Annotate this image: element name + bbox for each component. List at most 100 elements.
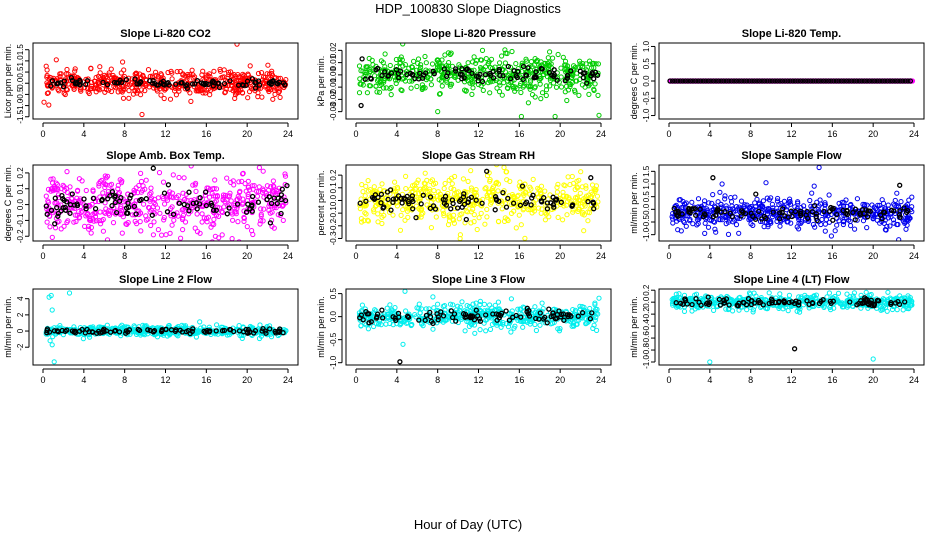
raw-point: [358, 323, 364, 329]
mean-point: [780, 206, 786, 212]
mean-point: [496, 66, 503, 73]
mean-point: [815, 78, 822, 84]
raw-point: [240, 196, 246, 202]
raw-point: [108, 75, 115, 81]
raw-point: [148, 222, 154, 229]
raw-point: [471, 219, 477, 225]
raw-point: [434, 57, 440, 63]
raw-point: [509, 48, 515, 55]
raw-point: [157, 210, 163, 216]
raw-point: [176, 85, 182, 91]
mean-point: [507, 76, 514, 82]
raw-point: [87, 86, 94, 92]
raw-point: [447, 301, 454, 307]
raw-point: [102, 184, 108, 191]
raw-point: [236, 239, 242, 241]
mean-point: [224, 211, 230, 217]
mean-point: [718, 78, 724, 84]
panel-title: Slope Line 2 Flow: [119, 274, 212, 286]
mean-point: [48, 83, 54, 89]
raw-point: [472, 330, 478, 336]
raw-point: [126, 95, 132, 101]
raw-point: [882, 227, 889, 233]
raw-point: [448, 185, 454, 191]
raw-point: [151, 219, 157, 225]
raw-point: [111, 210, 117, 216]
mean-point: [859, 207, 866, 213]
mean-point: [482, 72, 489, 78]
mean-point: [160, 78, 167, 84]
mean-point: [116, 198, 123, 204]
raw-point: [510, 193, 517, 199]
mean-point: [178, 80, 184, 86]
mean-point: [715, 206, 721, 212]
mean-point: [733, 78, 740, 84]
mean-point: [203, 202, 210, 209]
mean-point: [243, 209, 250, 215]
raw-point: [504, 177, 510, 183]
raw-point: [180, 190, 186, 196]
x-tick-label: 20: [555, 129, 565, 139]
y-tick-label: -1.5: [16, 109, 25, 123]
raw-point: [502, 47, 508, 53]
raw-point: [555, 51, 561, 58]
raw-point: [172, 88, 178, 94]
raw-point: [592, 300, 598, 306]
mean-point: [857, 210, 863, 216]
mean-point: [761, 78, 768, 84]
raw-point: [723, 214, 729, 220]
raw-point: [379, 220, 385, 227]
raw-point: [569, 173, 575, 180]
raw-point: [795, 199, 801, 205]
raw-point: [592, 317, 598, 323]
raw-point: [832, 228, 838, 234]
raw-point: [810, 221, 817, 228]
raw-point: [508, 329, 514, 335]
raw-point: [478, 66, 484, 72]
raw-point: [264, 183, 270, 189]
raw-point: [132, 218, 138, 224]
raw-point: [45, 83, 51, 89]
raw-point: [104, 322, 110, 328]
mean-point: [759, 78, 765, 84]
x-tick-label: 0: [40, 129, 45, 139]
raw-point: [362, 193, 368, 199]
raw-point: [711, 218, 717, 225]
raw-point: [170, 172, 176, 178]
raw-point: [592, 187, 598, 193]
mean-point: [159, 326, 165, 333]
y-tick-label: 0.2: [16, 167, 25, 179]
raw-point: [102, 89, 108, 95]
raw-point: [482, 64, 489, 70]
raw-point: [754, 196, 760, 202]
mean-point: [205, 81, 211, 88]
mean-point: [125, 200, 131, 206]
y-tick-label: 2: [16, 312, 25, 317]
raw-point: [265, 62, 271, 68]
raw-point: [885, 215, 892, 221]
mean-point: [736, 78, 742, 84]
raw-point: [565, 199, 571, 205]
raw-point: [120, 95, 127, 101]
raw-point: [280, 217, 286, 223]
y-tick-label: 0.02: [329, 42, 338, 58]
raw-point: [774, 198, 781, 204]
y-tick-label: -1.0: [642, 227, 651, 241]
raw-point: [90, 187, 96, 193]
raw-point: [502, 69, 508, 75]
raw-point: [104, 193, 111, 199]
raw-point: [752, 200, 758, 206]
raw-point: [811, 183, 817, 189]
mean-point: [69, 191, 75, 197]
raw-point: [419, 82, 425, 88]
raw-point: [44, 80, 50, 86]
mean-point: [689, 206, 695, 212]
raw-point: [258, 218, 264, 224]
raw-point: [216, 213, 222, 219]
raw-point: [147, 191, 153, 197]
raw-point: [477, 298, 483, 304]
raw-point: [46, 102, 52, 108]
mean-point: [695, 78, 701, 84]
raw-point: [230, 217, 236, 223]
raw-point: [48, 188, 54, 194]
